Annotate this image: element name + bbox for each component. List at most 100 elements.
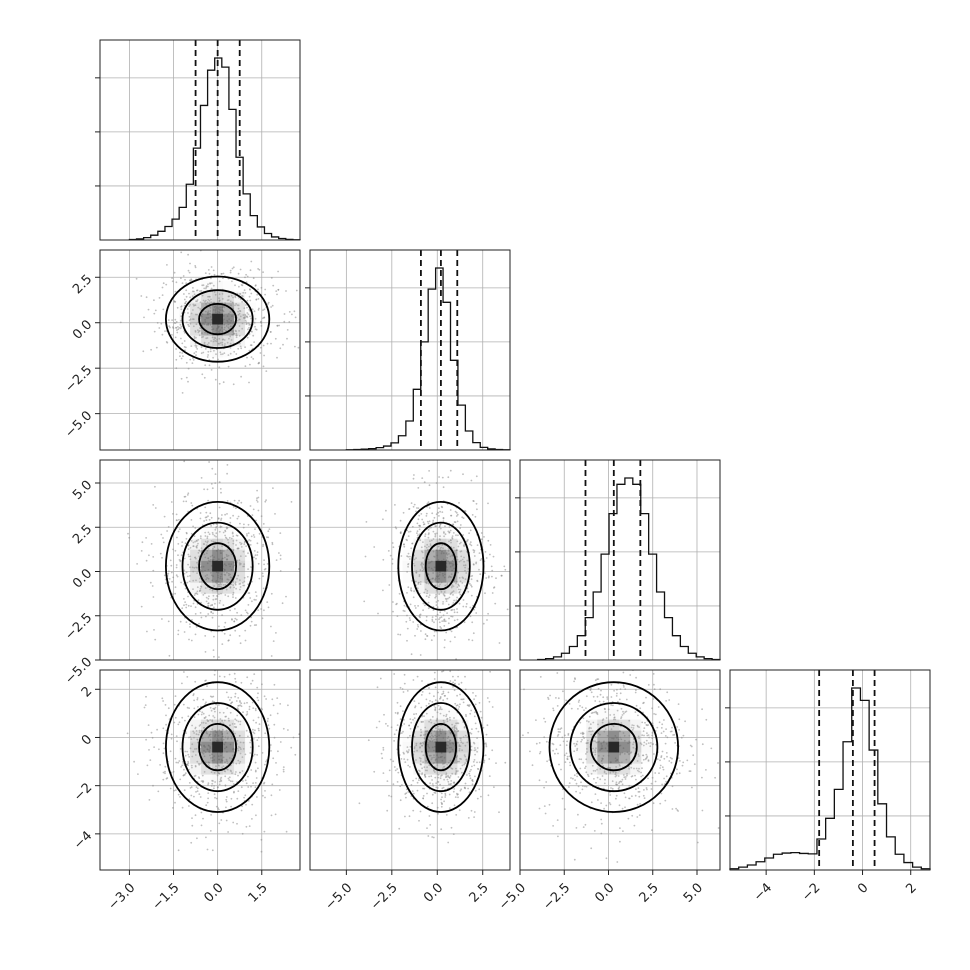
scatter-point: [254, 528, 256, 530]
scatter-point: [222, 338, 225, 341]
scatter-point: [476, 579, 479, 582]
scatter-point: [226, 472, 229, 475]
scatter-point: [183, 340, 186, 342]
scatter-point: [190, 605, 192, 608]
scatter-point: [449, 469, 452, 472]
scatter-point: [200, 616, 203, 619]
scatter-point: [431, 620, 434, 622]
scatter-point: [178, 760, 181, 762]
scatter-point: [176, 575, 179, 578]
scatter-point: [262, 587, 265, 590]
scatter-point: [205, 804, 208, 807]
scatter-point: [566, 758, 569, 761]
scatter-point: [592, 747, 594, 750]
scatter-point: [226, 707, 229, 709]
scatter-point: [620, 717, 622, 720]
scatter-point: [183, 293, 185, 295]
scatter-point: [453, 788, 456, 790]
scatter-point: [212, 598, 215, 601]
scatter-point: [195, 626, 198, 628]
scatter-point: [621, 783, 624, 786]
scatter-point: [467, 787, 469, 790]
scatter-point: [561, 736, 564, 739]
scatter-point: [556, 705, 559, 707]
scatter-point: [267, 724, 270, 727]
scatter-point: [440, 590, 443, 593]
scatter-point: [253, 341, 256, 343]
scatter-point: [441, 728, 444, 731]
scatter-point: [246, 701, 248, 704]
density-cell: [413, 763, 425, 775]
scatter-point: [236, 739, 239, 742]
scatter-point: [211, 700, 214, 703]
scatter-point: [590, 691, 593, 694]
scatter-point: [239, 771, 241, 774]
density-cell: [201, 719, 213, 731]
scatter-point: [248, 705, 251, 708]
scatter-point: [435, 601, 438, 603]
scatter-point: [193, 716, 196, 718]
scatter-point: [446, 717, 449, 720]
density-cell: [457, 582, 469, 594]
scatter-point: [153, 746, 156, 748]
scatter-point: [178, 518, 180, 521]
scatter-point: [183, 495, 186, 498]
scatter-point: [210, 709, 213, 712]
scatter-point: [182, 275, 185, 277]
scatter-point: [175, 358, 178, 361]
scatter-point: [434, 776, 437, 779]
scatter-point: [260, 320, 262, 323]
scatter-point: [202, 698, 205, 701]
scatter-point: [462, 473, 464, 476]
scatter-point: [413, 590, 415, 592]
scatter-point: [457, 545, 460, 548]
scatter-point: [421, 518, 424, 521]
scatter-point: [487, 657, 489, 659]
density-cell: [446, 708, 458, 720]
scatter-point: [223, 626, 226, 628]
scatter-point: [523, 688, 525, 691]
scatter-point: [443, 721, 445, 724]
scatter-point: [426, 520, 429, 523]
scatter-point: [418, 702, 420, 705]
scatter-point: [470, 544, 473, 547]
hist-frame-3: [519, 459, 721, 661]
ytick-label: −2.5: [62, 610, 95, 643]
scatter-point: [455, 534, 457, 537]
contour-middle: [569, 702, 659, 793]
scatter-point: [264, 567, 267, 570]
scatter-point: [544, 812, 547, 815]
scatter-point: [436, 606, 439, 608]
scatter-point: [589, 689, 592, 692]
scatter-point: [164, 704, 167, 706]
density-cell: [424, 774, 436, 786]
scatter-point: [446, 582, 449, 585]
density-cell: [608, 708, 620, 720]
scatter-point: [489, 544, 492, 546]
scatter-point: [186, 494, 189, 496]
scatter-point: [386, 725, 389, 727]
scatter-point: [220, 526, 223, 528]
scatter-point: [224, 594, 227, 596]
scatter-point: [403, 719, 405, 721]
scatter-point: [151, 585, 154, 587]
scatter-point: [192, 541, 195, 544]
density-cell: [435, 571, 447, 583]
scatter-point: [275, 762, 277, 764]
scatter-point: [229, 521, 232, 524]
scatter-point: [426, 592, 428, 595]
scatter-point: [264, 500, 267, 503]
scatter-point: [225, 819, 228, 822]
scatter-point: [454, 636, 456, 638]
scatter-point: [195, 539, 198, 542]
panel-content-4-2: [310, 657, 510, 870]
scatter-point: [416, 522, 419, 525]
scatter-point: [598, 700, 601, 703]
contour-middle: [411, 702, 471, 793]
scatter-point: [279, 570, 282, 572]
scatter-point: [194, 764, 197, 767]
scatter-point: [418, 524, 420, 527]
scatter-point: [290, 746, 293, 749]
scatter-point: [236, 797, 239, 800]
scatter-point: [212, 547, 214, 550]
